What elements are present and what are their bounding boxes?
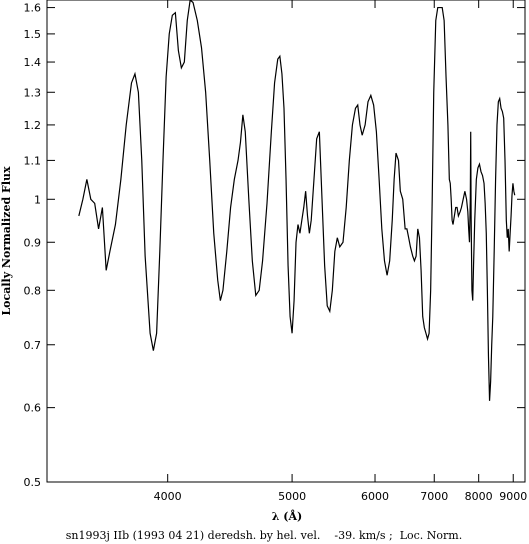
x-tick-label: 8000 [465,490,493,503]
y-tick-label: 0.6 [24,402,42,415]
y-tick-label: 1.6 [24,2,42,15]
plot-frame [46,0,526,483]
x-tick-label: 6000 [361,490,389,503]
y-axis-ticks: 0.5 0.6 0.7 0.8 0.9 1 1.1 1.2 1.3 1.4 1.5 1.6 [24,2,525,489]
y-tick-label: 0.9 [24,236,42,249]
x-tick-label: 4000 [154,490,182,503]
y-tick-label: 0.5 [24,476,42,489]
x-axis-ticks: 4000 5000 6000 7000 8000 9000 [154,0,527,503]
y-tick-label: 1.4 [24,56,42,69]
flux-series-line [78,0,516,401]
x-tick-label: 9000 [499,490,527,503]
y-tick-label: 1.5 [24,28,42,41]
x-tick-label: 5000 [278,490,306,503]
y-tick-label: 1 [34,193,41,206]
y-tick-label: 1.1 [24,154,42,167]
chart-caption: sn1993j IIb (1993 04 21) deredsh. by hel… [66,529,462,542]
y-tick-label: 1.3 [24,86,42,99]
x-tick-label: 7000 [420,490,448,503]
y-tick-label: 0.8 [24,284,42,297]
y-tick-label: 1.2 [24,119,42,132]
y-axis-title: Locally Normalized Flux [0,166,13,316]
y-tick-label: 0.7 [24,339,42,352]
x-axis-title: λ (Å) [272,509,303,523]
